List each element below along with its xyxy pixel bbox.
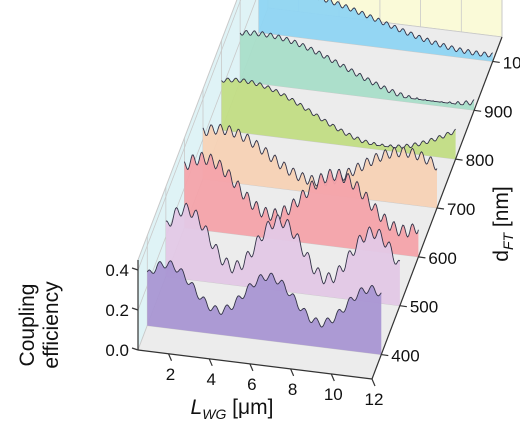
x-tick-mark — [330, 373, 335, 382]
series-ribbon-600 — [184, 152, 419, 257]
x-axis-line — [137, 349, 373, 380]
depth-tick-label: 500 — [410, 298, 438, 317]
floor-grid-line — [258, 32, 493, 62]
depth-tick-mark — [418, 256, 426, 259]
y-tick-label: 0.4 — [105, 261, 129, 280]
chart-series — [146, 0, 493, 355]
x-tick-label: 6 — [247, 375, 256, 394]
depth-tick-mark — [399, 305, 407, 308]
series-line-600 — [183, 151, 419, 238]
side-grid-line — [137, 0, 242, 271]
y-axis-title-line2: efficiency — [40, 281, 63, 369]
depth-tick-label: 800 — [466, 151, 494, 170]
series-ribbon-900 — [240, 30, 475, 111]
x-tick-mark — [371, 378, 376, 387]
x-axis-title: LWG [μm] — [191, 396, 274, 422]
y-tick-label: 0.0 — [105, 341, 129, 360]
series-ribbon-700 — [203, 124, 437, 208]
depth-tick-label: 600 — [428, 249, 456, 268]
y-tick-mark — [131, 307, 139, 311]
series-ribbon-800 — [221, 78, 456, 160]
series-line-400 — [146, 260, 382, 328]
series-line-1000 — [317, 0, 493, 58]
x-tick-mark — [167, 353, 173, 362]
series-line-500 — [165, 202, 401, 285]
depth-tick-mark — [492, 60, 500, 64]
y-tick-mark — [131, 267, 139, 271]
depth-tick-label: 700 — [447, 200, 475, 219]
y-tick-label: 0.2 — [105, 301, 129, 320]
x-tick-mark — [208, 358, 213, 367]
depth-tick-mark — [436, 207, 445, 210]
chart-axes — [131, 36, 503, 387]
y-tick-mark — [131, 347, 139, 351]
depth-axis-title: dFT [nm] — [490, 186, 516, 261]
depth-tick-label: 1000 — [503, 53, 520, 72]
x-tick-label: 12 — [365, 390, 384, 409]
series-ribbon-500 — [165, 203, 400, 306]
y-axis-title-line1: Coupling — [16, 284, 39, 367]
series-ribbon-400 — [147, 260, 382, 355]
floor-grid-line — [221, 129, 456, 160]
x-tick-label: 2 — [166, 365, 175, 384]
depth-tick-mark — [474, 109, 482, 112]
series-line-900 — [239, 29, 475, 106]
series-line-800 — [221, 77, 456, 150]
x-tick-label: 10 — [324, 385, 343, 404]
depth-tick-mark — [381, 353, 389, 357]
x-tick-mark — [249, 363, 254, 372]
x-tick-mark — [290, 368, 295, 377]
depth-tick-mark — [455, 158, 463, 161]
depth-tick-label: 900 — [484, 102, 512, 121]
x-tick-label: 8 — [288, 380, 297, 399]
series-ribbon-1000 — [258, 0, 493, 62]
chart-labels: 2 4 6 8 10 12 0.0 0.2 0.4 400 500 600 700 800 900 1000 L… — [16, 53, 520, 422]
depth-tick-label: 400 — [391, 347, 419, 366]
x-tick-label: 4 — [206, 370, 215, 389]
